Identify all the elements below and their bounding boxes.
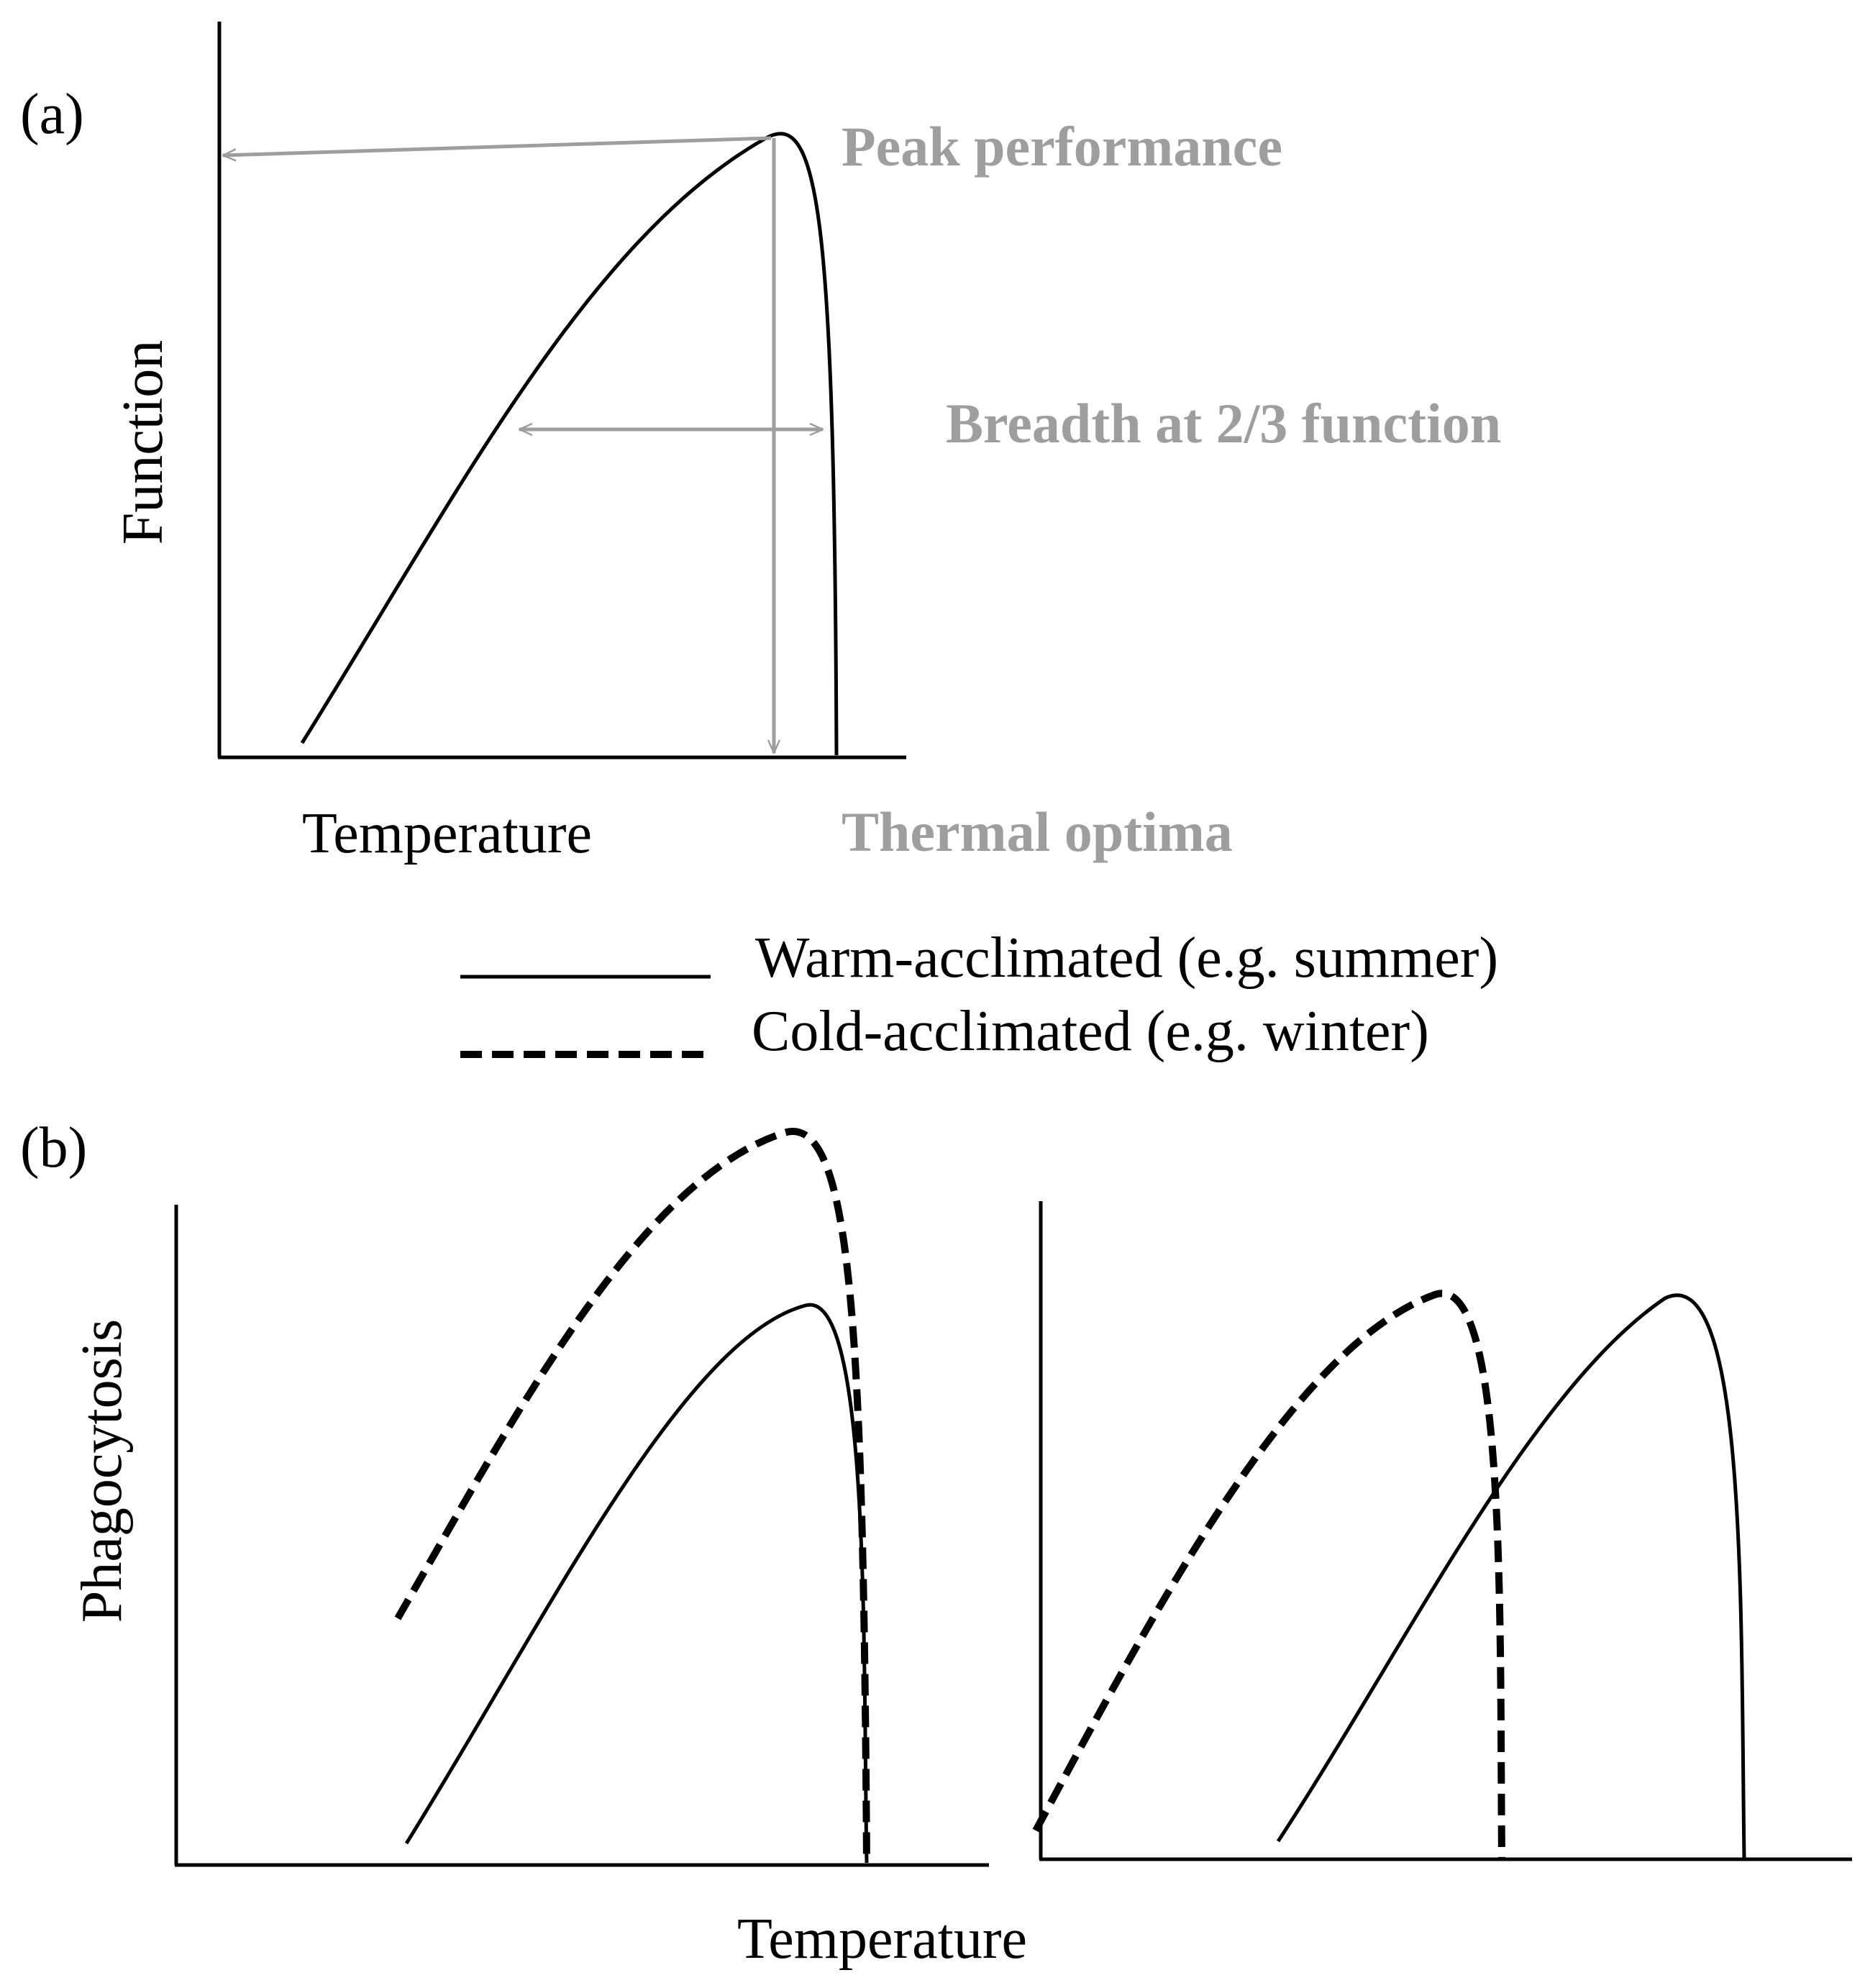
panel-b-left-plot <box>174 1128 989 1867</box>
panel-b-y-label: Phagocytosis <box>70 1319 134 1623</box>
panel-a: (a) Function Temperature Peak performanc… <box>20 22 1501 865</box>
panel-b-label: (b) <box>20 1116 87 1180</box>
right-warm-curve <box>1276 1293 1746 1859</box>
panel-a-performance-curve <box>300 132 839 756</box>
thermal-optima-label: Thermal optima <box>842 801 1233 863</box>
left-cold-curve <box>394 1128 870 1864</box>
panel-b-x-label: Temperature <box>737 1907 1027 1971</box>
right-cold-curve <box>1032 1290 1505 1859</box>
peak-performance-label: Peak performance <box>842 115 1282 178</box>
left-warm-curve <box>404 1303 869 1864</box>
breadth-label: Breadth at 2/3 function <box>946 392 1501 455</box>
legend: Warm-acclimated (e.g. summer) Cold-accli… <box>460 926 1498 1063</box>
panel-a-label: (a) <box>20 83 84 146</box>
legend-warm-label: Warm-acclimated (e.g. summer) <box>755 926 1498 990</box>
panel-b-right-plot <box>1032 1201 1852 1861</box>
panel-a-y-label: Function <box>111 340 175 544</box>
peak-arrow <box>223 136 772 155</box>
panel-b: (b) Phagocytosis Temperature <box>20 1116 1852 1971</box>
panel-a-x-label: Temperature <box>302 802 592 865</box>
legend-cold-label: Cold-acclimated (e.g. winter) <box>752 1000 1429 1063</box>
